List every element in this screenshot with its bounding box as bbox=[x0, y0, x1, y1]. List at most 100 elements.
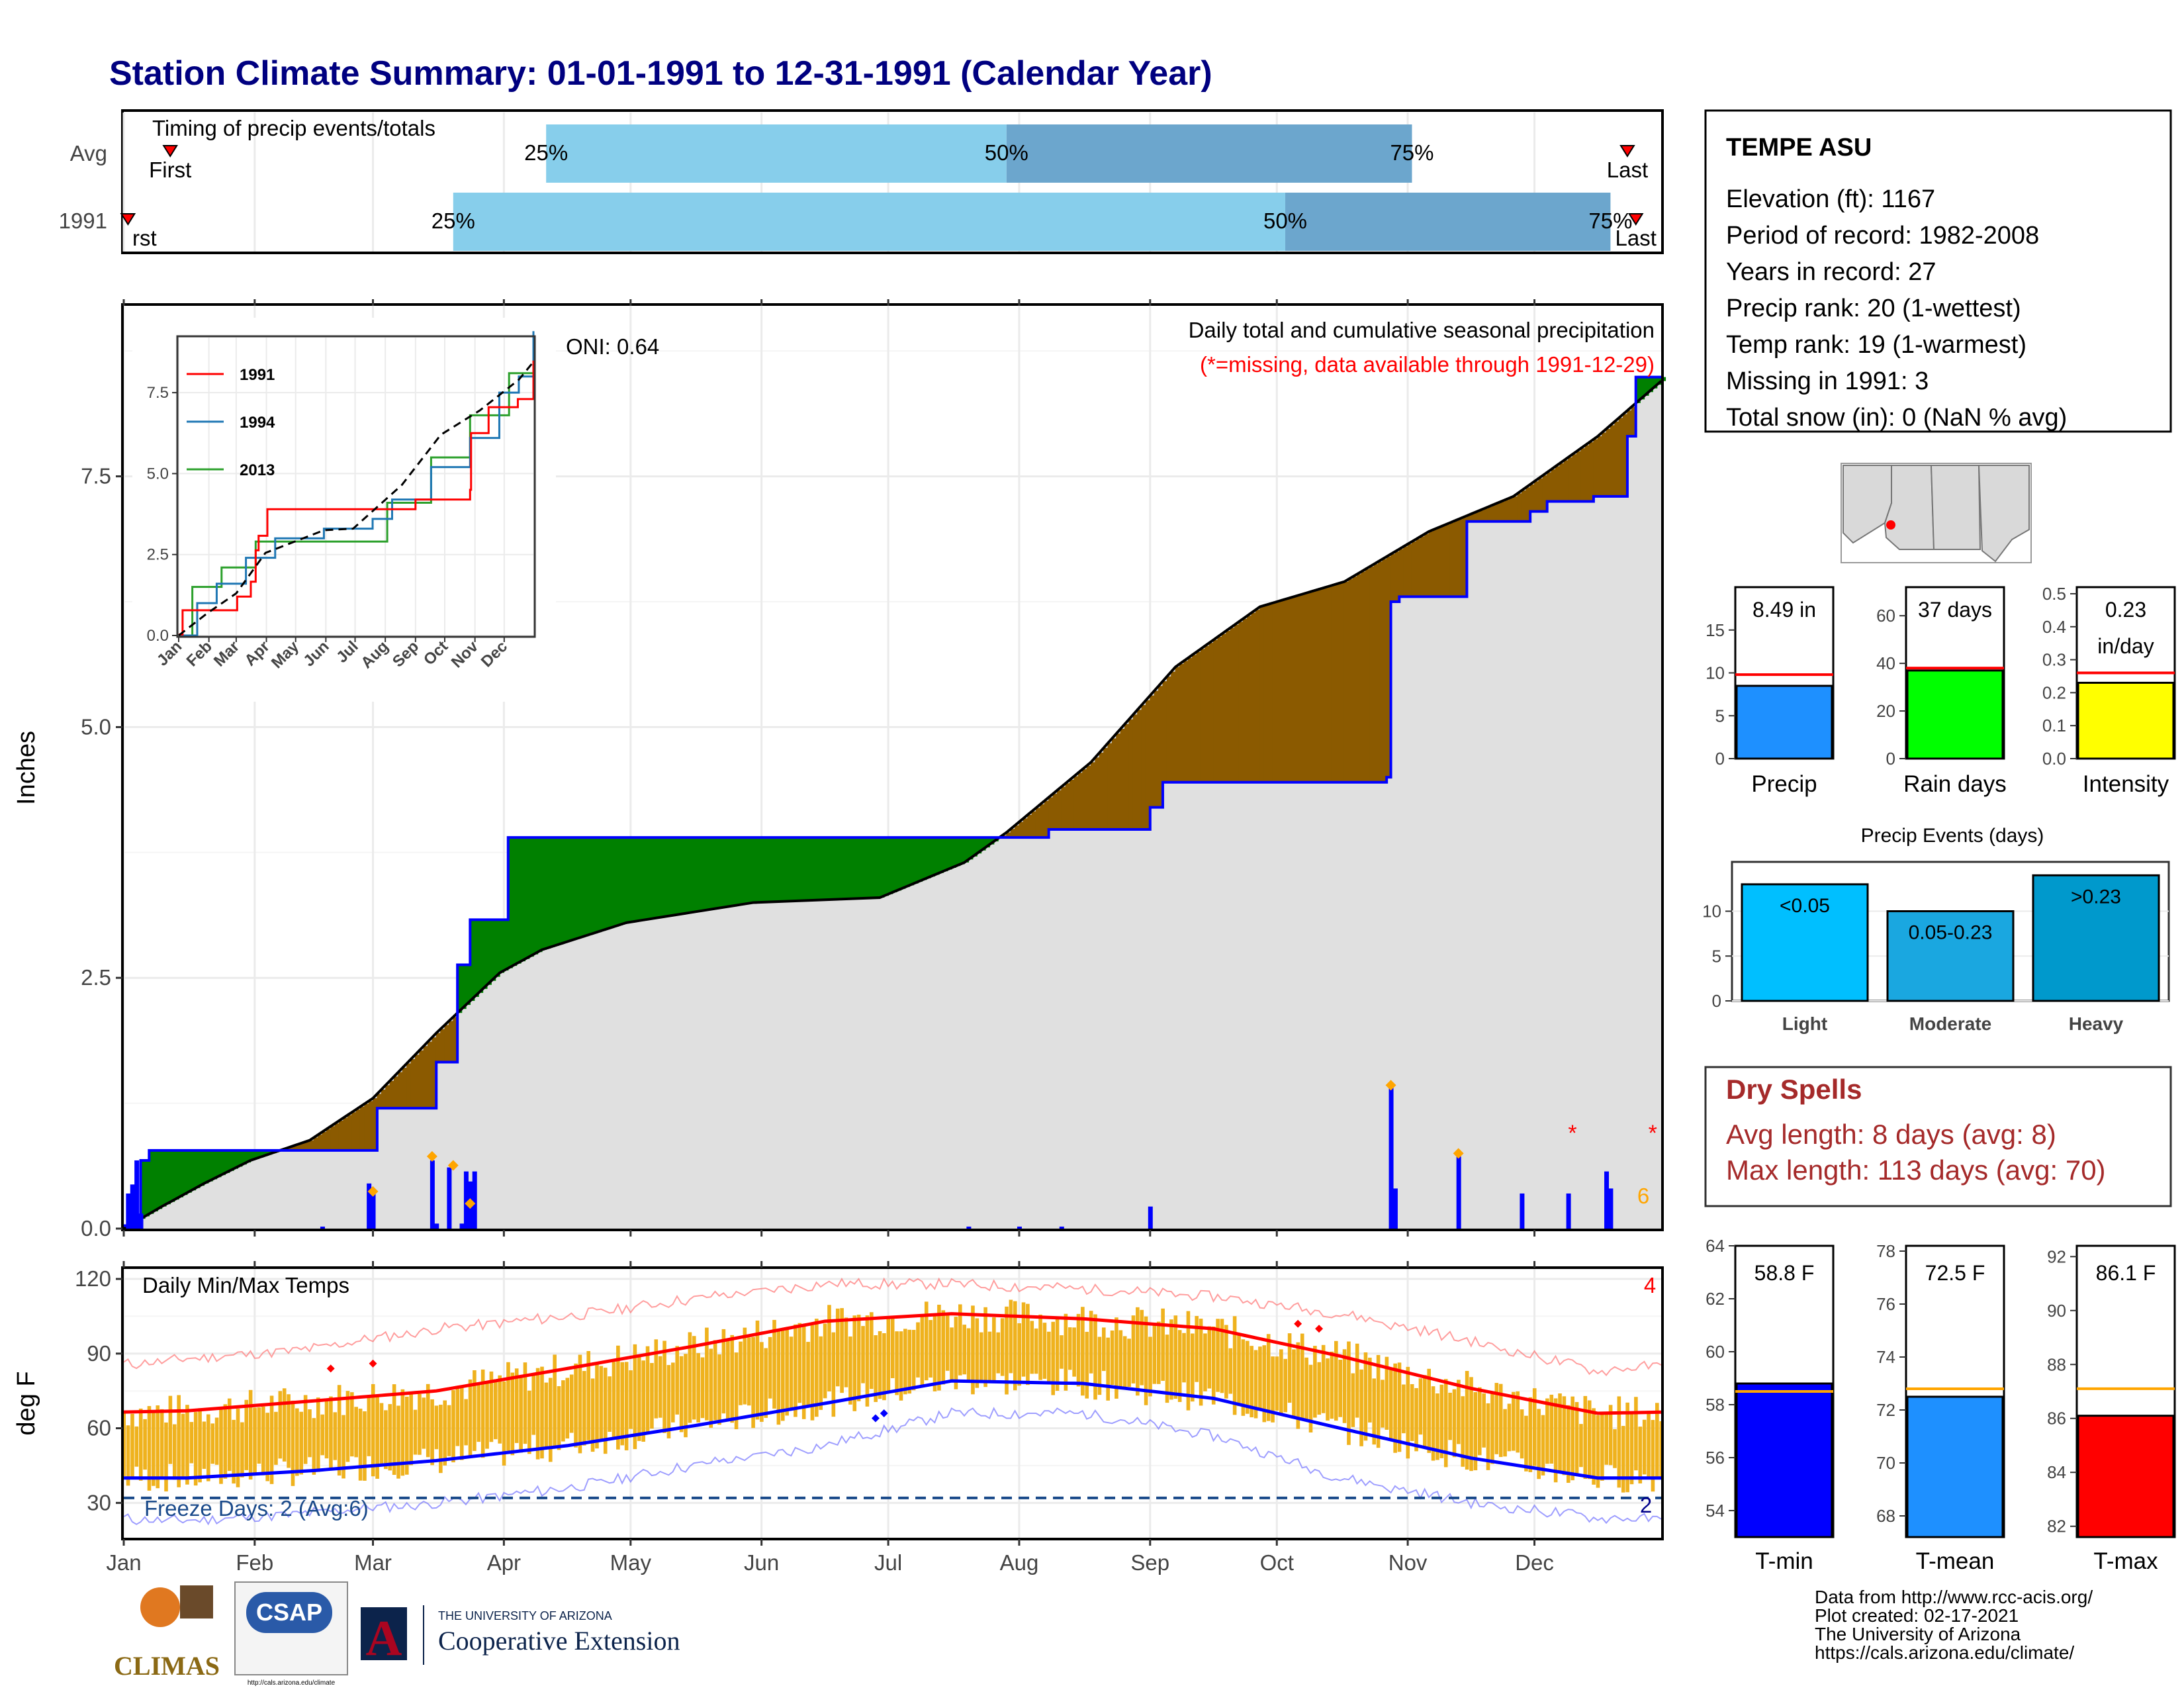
daily-temp-bar bbox=[1127, 1338, 1131, 1387]
daily-temp-bar bbox=[1237, 1335, 1241, 1407]
surplus-segment bbox=[900, 837, 906, 889]
daily-temp-bar bbox=[1085, 1331, 1089, 1399]
deficit-segment bbox=[1432, 530, 1438, 597]
daily-temp-bar bbox=[1435, 1393, 1439, 1460]
daily-temp-bar bbox=[827, 1305, 831, 1391]
normal-tmin-line bbox=[124, 1379, 1661, 1480]
deficit-segment bbox=[1508, 498, 1514, 522]
surplus-segment bbox=[706, 837, 711, 910]
surplus-segment bbox=[254, 1150, 259, 1159]
daily-temp-bar bbox=[1498, 1383, 1503, 1458]
daily-temp-bar bbox=[1579, 1424, 1583, 1468]
deficit-segment bbox=[1183, 661, 1189, 782]
deficit-segment bbox=[1365, 569, 1371, 782]
daily-temp-bar bbox=[916, 1322, 920, 1378]
daily-temp-bar bbox=[1000, 1318, 1005, 1376]
temp-bar-tick-label: 86 bbox=[2047, 1409, 2066, 1429]
page-title: Station Climate Summary: 01-01-1991 to 1… bbox=[109, 54, 1212, 93]
temp-bar-label: T-min bbox=[1755, 1548, 1813, 1574]
daily-temp-bar bbox=[624, 1362, 629, 1450]
daily-temp-bar bbox=[172, 1424, 177, 1480]
daily-temp-bar bbox=[134, 1426, 139, 1467]
surplus-segment bbox=[533, 837, 539, 955]
daily-temp-bar bbox=[1410, 1383, 1414, 1441]
daily-temp-bar bbox=[447, 1405, 451, 1456]
month-tick-label: Dec bbox=[1515, 1550, 1554, 1575]
temp-bar-tick-label: 90 bbox=[2047, 1301, 2066, 1321]
daily-temp-bar bbox=[1600, 1413, 1604, 1481]
deficit-segment bbox=[1496, 503, 1502, 522]
deficit-segment bbox=[1352, 577, 1358, 782]
daily-temp-bar bbox=[996, 1332, 1001, 1374]
deficit-segment bbox=[1035, 808, 1041, 838]
daily-temp-bar bbox=[1330, 1351, 1334, 1419]
surplus-segment bbox=[545, 837, 551, 949]
daily-temp-bar bbox=[637, 1354, 641, 1441]
deficit-segment bbox=[1027, 814, 1032, 838]
surplus-segment bbox=[655, 837, 661, 918]
surplus-segment bbox=[174, 1150, 179, 1200]
daily-temp-bar bbox=[299, 1411, 304, 1475]
daily-precip-bar bbox=[966, 1226, 972, 1229]
temp-panel-frame bbox=[121, 1266, 1664, 1540]
summary-bar-value-label: 0.23 bbox=[2105, 598, 2146, 622]
deficit-segment bbox=[1529, 484, 1535, 512]
deficit-segment bbox=[1631, 406, 1637, 436]
surplus-segment bbox=[647, 837, 653, 919]
summary-bar-value-label: in/day bbox=[2097, 634, 2154, 658]
temp-bar-tick-label: 70 bbox=[1876, 1453, 1895, 1473]
deficit-segment bbox=[1437, 528, 1442, 597]
daily-temp-bar bbox=[494, 1379, 498, 1440]
daily-temp-bar bbox=[717, 1354, 721, 1425]
daily-temp-bar bbox=[1169, 1319, 1173, 1400]
deficit-segment bbox=[1171, 671, 1176, 782]
temp-header: Daily Min/Max Temps bbox=[142, 1273, 349, 1297]
surplus-segment bbox=[140, 1160, 146, 1219]
deficit-segment bbox=[296, 1145, 302, 1150]
daily-temp-bar bbox=[1144, 1316, 1148, 1405]
deficit-segment bbox=[288, 1147, 293, 1150]
daily-precip-bar bbox=[126, 1193, 131, 1229]
deficit-segment bbox=[1285, 599, 1291, 782]
timing-bar-q2 bbox=[546, 124, 1007, 183]
temp-bar-tick-label: 56 bbox=[1706, 1448, 1725, 1468]
surplus-segment bbox=[478, 919, 484, 993]
deficit-segment bbox=[1124, 724, 1130, 829]
daily-temp-bar bbox=[164, 1422, 168, 1492]
daily-temp-bar bbox=[1182, 1333, 1186, 1383]
daily-temp-bar bbox=[1512, 1391, 1516, 1451]
daily-temp-bar bbox=[1106, 1337, 1110, 1401]
daily-temp-bar bbox=[713, 1340, 717, 1421]
deficit-segment bbox=[1217, 637, 1222, 782]
daily-temp-bar bbox=[443, 1400, 447, 1466]
surplus-segment bbox=[807, 837, 813, 901]
daily-temp-bar bbox=[274, 1411, 278, 1465]
deficit-segment bbox=[389, 1080, 395, 1109]
summary-bar-tick-label: 10 bbox=[1706, 663, 1725, 683]
surplus-segment bbox=[550, 837, 555, 947]
daily-temp-bar bbox=[1203, 1333, 1207, 1391]
deficit-segment bbox=[322, 1131, 328, 1150]
daily-temp-bar bbox=[844, 1317, 848, 1387]
timing-row-label-avg: Avg bbox=[70, 141, 107, 165]
surplus-segment bbox=[457, 964, 463, 1013]
daily-temp-bar bbox=[1397, 1362, 1402, 1452]
timing-rows: 25% 50% 75% First Last 25% 50% 75% rst Last bbox=[120, 124, 1657, 251]
daily-precip-bar bbox=[434, 1223, 439, 1229]
daily-temp-bar bbox=[1553, 1398, 1558, 1483]
surplus-segment bbox=[474, 919, 479, 997]
precip-y-label: Inches bbox=[13, 731, 40, 805]
deficit-segment bbox=[1336, 584, 1341, 782]
deficit-segment bbox=[1602, 432, 1607, 496]
daily-precip-bar bbox=[1017, 1226, 1022, 1229]
surplus-segment bbox=[1648, 377, 1653, 393]
temp-bar-tick-label: 74 bbox=[1876, 1347, 1895, 1367]
daily-temp-bar bbox=[1211, 1326, 1216, 1405]
daily-temp-bar bbox=[650, 1363, 654, 1429]
daily-temp-bar bbox=[544, 1382, 549, 1448]
daily-temp-bar bbox=[1300, 1333, 1304, 1419]
csap-logo-text: CSAP bbox=[256, 1599, 322, 1626]
deficit-segment bbox=[1357, 574, 1362, 782]
surplus-segment bbox=[465, 964, 471, 1006]
daily-temp-bar bbox=[734, 1352, 739, 1430]
